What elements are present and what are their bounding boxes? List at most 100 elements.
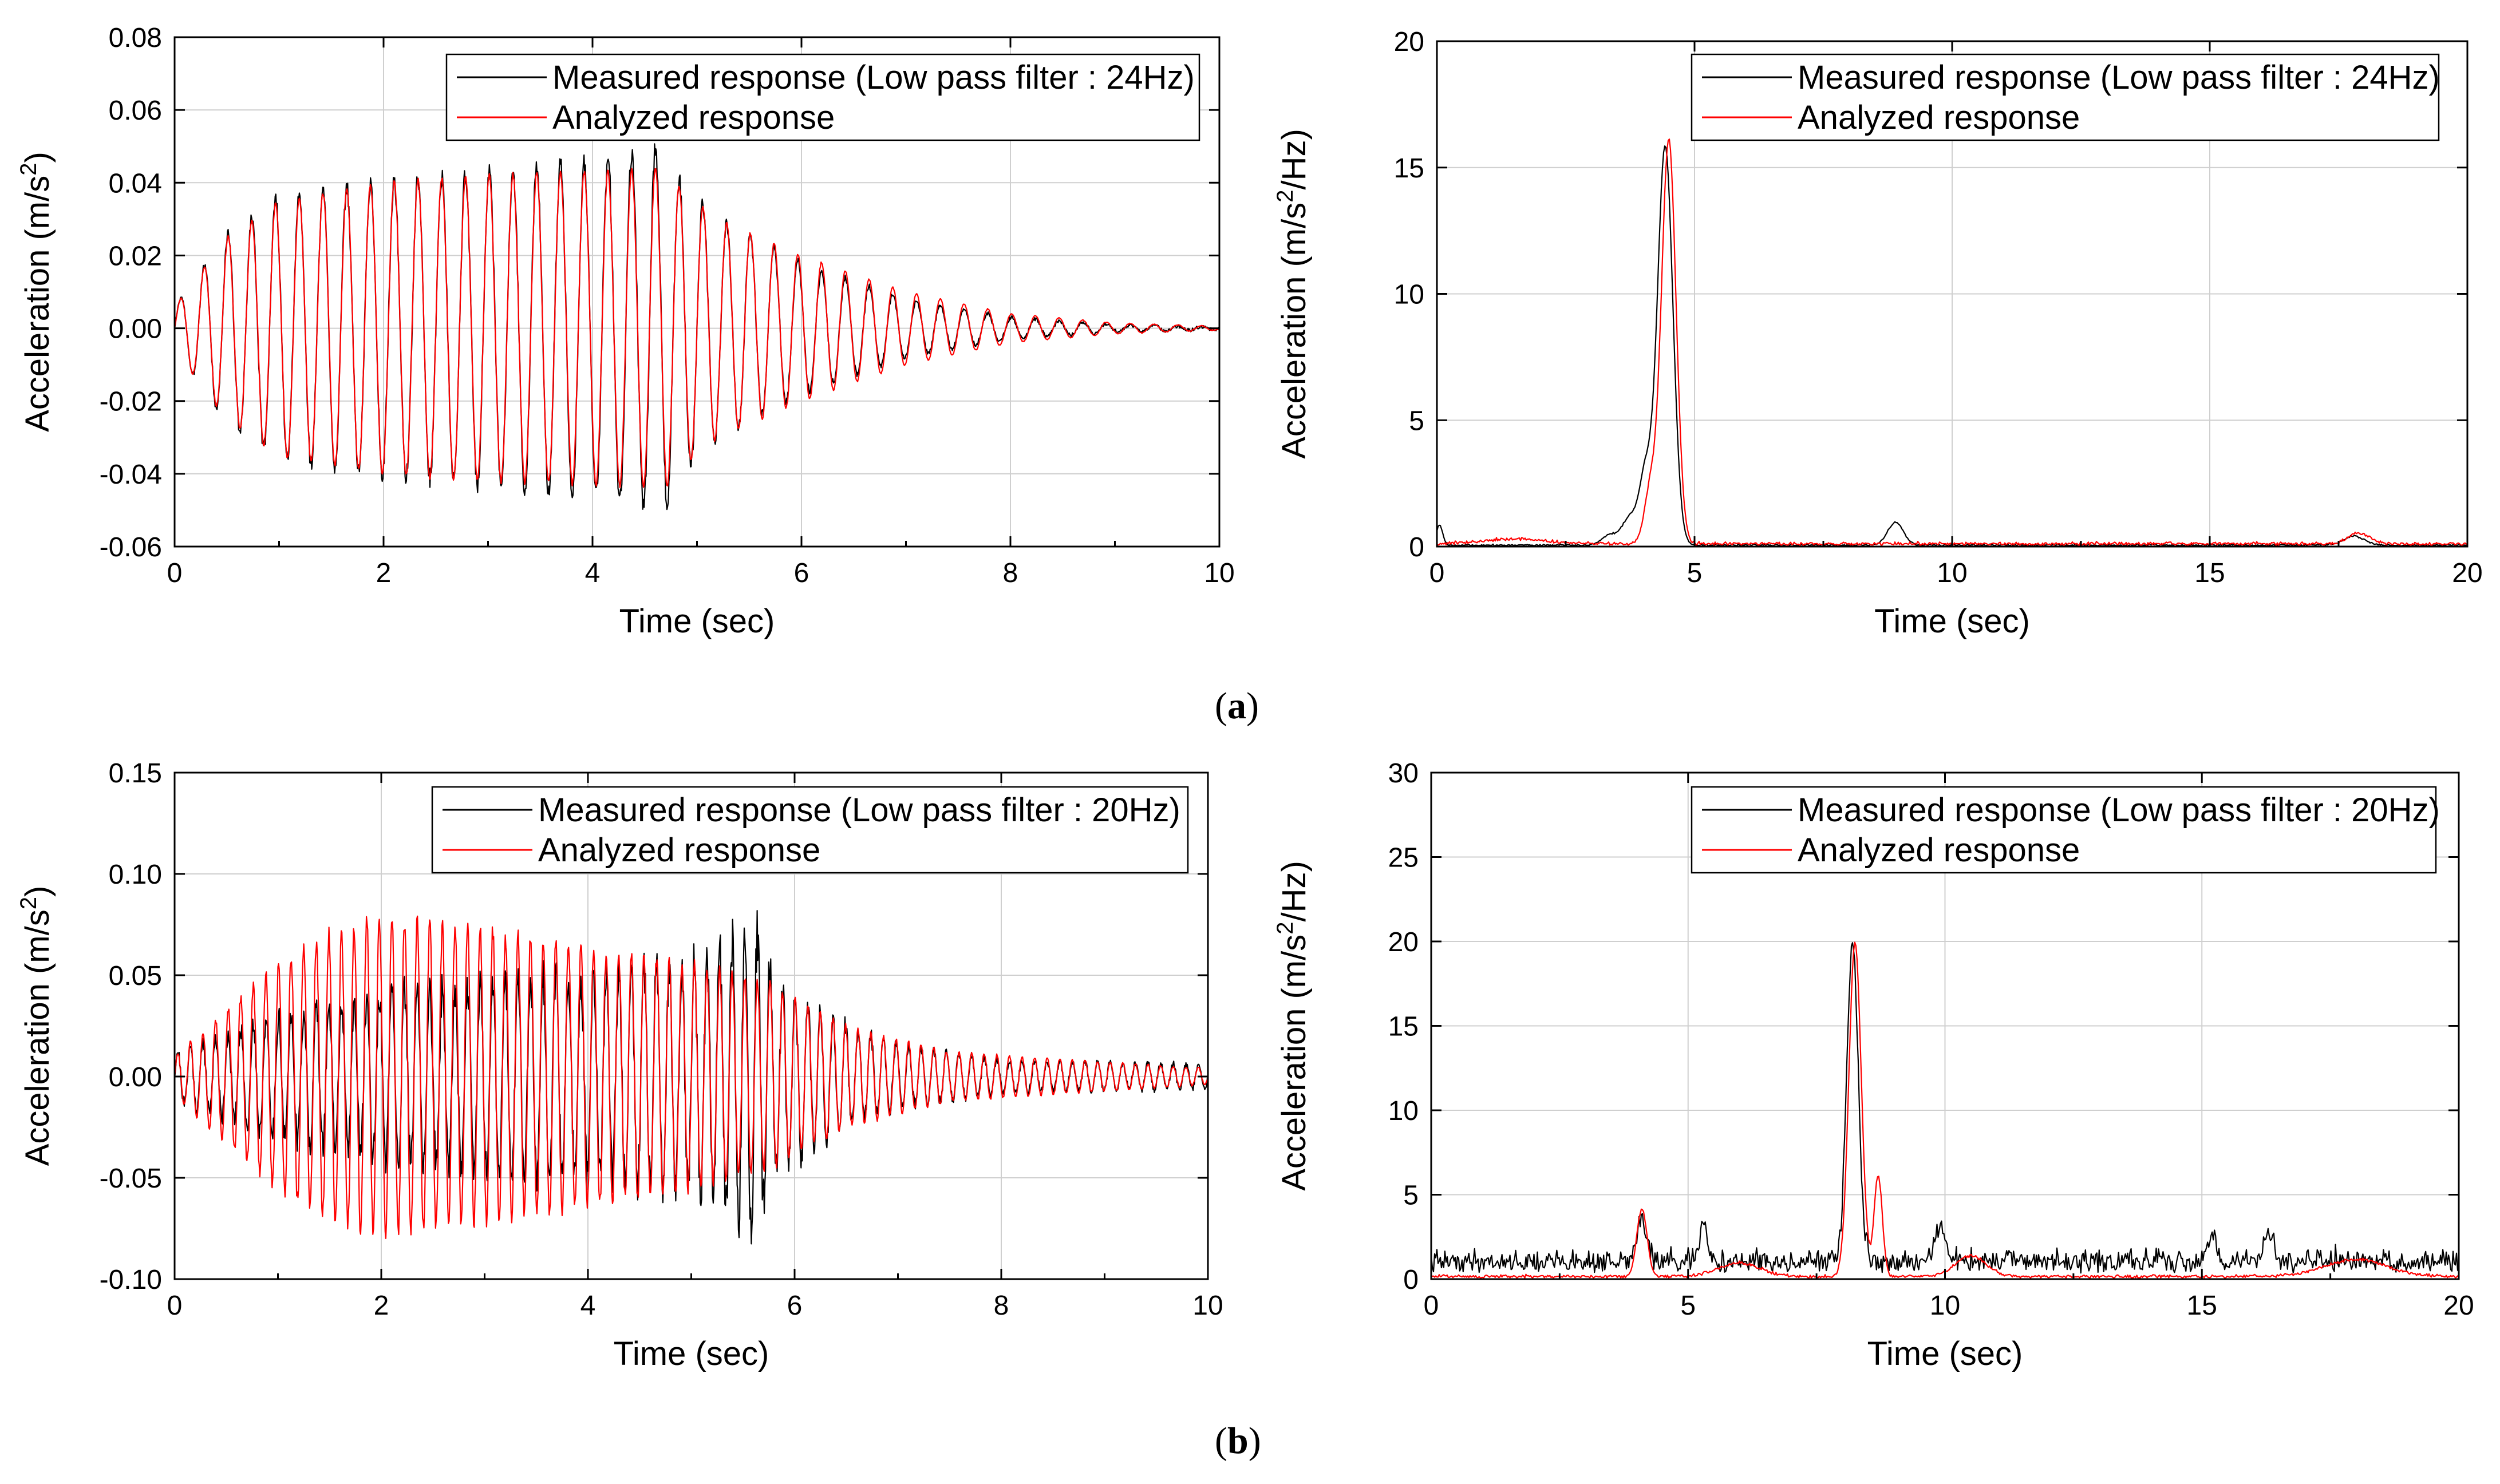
legend: Measured response (Low pass filter : 24H… <box>445 53 1200 141</box>
y-axis-title-sup: 2 <box>1273 190 1298 203</box>
x-tick-label: 4 <box>585 558 601 588</box>
x-tick-label: 20 <box>2452 558 2482 588</box>
y-axis-title-tail: /Hz) <box>1275 129 1313 189</box>
legend-box <box>1691 786 2437 874</box>
x-tick-label: 0 <box>1424 1291 1439 1321</box>
y-tick-label: -0.02 <box>100 387 162 417</box>
legend-label-measured: Measured response (Low pass filter : 20H… <box>1798 792 2440 829</box>
x-tick-label: 15 <box>2194 558 2225 588</box>
y-tick-label: 0 <box>1409 532 1424 563</box>
y-tick-label: 10 <box>1388 1096 1419 1126</box>
x-tick-label: 2 <box>376 558 392 588</box>
legend: Measured response (Low pass filter : 24H… <box>1691 53 2440 141</box>
x-tick-label: 8 <box>1003 558 1018 588</box>
legend-label-measured: Measured response (Low pass filter : 24H… <box>552 59 1195 96</box>
y-axis-title-tail: /Hz) <box>1275 861 1313 921</box>
y-tick-label: -0.05 <box>100 1164 162 1194</box>
y-axis-title-tail: ) <box>19 152 56 163</box>
y-tick-label: 25 <box>1388 843 1419 873</box>
legend-label-measured: Measured response (Low pass filter : 24H… <box>1798 59 2440 96</box>
y-axis-title-tail: ) <box>19 886 56 897</box>
legend-label-analyzed: Analyzed response <box>538 832 820 869</box>
y-tick-label: 0.15 <box>109 758 162 789</box>
y-tick-label: 15 <box>1394 153 1424 184</box>
x-tick-label: 8 <box>994 1291 1009 1321</box>
y-tick-label: 20 <box>1388 927 1419 957</box>
legend-box <box>1691 53 2440 141</box>
y-axis-title: Acceleration (m/s2/Hz) <box>1273 861 1313 1191</box>
x-tick-label: 6 <box>787 1291 803 1321</box>
x-tick-label: 10 <box>1930 1291 1960 1321</box>
y-tick-label: 0.00 <box>109 1062 162 1093</box>
x-tick-label: 5 <box>1680 1291 1696 1321</box>
series-measured-line <box>1431 942 2459 1274</box>
plot-area <box>175 143 1219 511</box>
y-axis-title-sup: 2 <box>16 897 41 909</box>
legend-label-analyzed: Analyzed response <box>1798 99 2080 136</box>
plot-area <box>175 910 1208 1245</box>
x-tick-label: 2 <box>374 1291 389 1321</box>
y-tick-label: 0.10 <box>109 860 162 890</box>
y-tick-label: 30 <box>1388 758 1419 789</box>
y-tick-label: -0.04 <box>100 460 162 490</box>
y-tick-label: -0.06 <box>100 532 162 563</box>
caption-a-letter: a <box>1227 685 1246 727</box>
y-tick-label: 0.06 <box>109 96 162 126</box>
y-axis-title: Acceleration (m/s2) <box>16 886 56 1166</box>
legend-label-measured: Measured response (Low pass filter : 20H… <box>538 792 1180 829</box>
y-tick-label: 20 <box>1394 27 1424 57</box>
x-axis-title: Time (sec) <box>1867 1335 2023 1372</box>
x-tick-label: 4 <box>580 1291 596 1321</box>
y-tick-label: 0.04 <box>109 168 162 199</box>
x-tick-label: 6 <box>794 558 809 588</box>
legend: Measured response (Low pass filter : 20H… <box>1691 786 2440 874</box>
caption-a: (a) <box>1215 685 1259 727</box>
axes: 0 2 4 6 8 10 -0.10 -0.05 0.00 0.05 0.10 0.15 <box>100 758 1223 1321</box>
x-axis-title: Time (sec) <box>614 1335 769 1372</box>
chart-a-spectrum: 0 5 10 15 20 0 5 10 15 20 Time (sec) Acceleration (… <box>1273 27 2483 640</box>
chart-a-time: 0 2 4 6 8 10 -0.06 -0.04 -0.02 0.00 0.02 0.04 0.06 0.… <box>16 23 1235 640</box>
x-tick-label: 0 <box>167 1291 183 1321</box>
x-tick-label: 0 <box>167 558 183 588</box>
caption-b-letter: b <box>1227 1420 1249 1462</box>
x-tick-label: 10 <box>1937 558 1967 588</box>
legend-label-analyzed: Analyzed response <box>1798 832 2080 869</box>
legend-box <box>431 786 1189 874</box>
legend-label-analyzed: Analyzed response <box>552 99 835 136</box>
y-axis-title-sup: 2 <box>1273 922 1298 935</box>
x-tick-label: 20 <box>2443 1291 2474 1321</box>
y-tick-label: -0.10 <box>100 1265 162 1295</box>
caption-b: (b) <box>1215 1420 1261 1462</box>
y-tick-label: 0.05 <box>109 961 162 991</box>
x-tick-label: 15 <box>2187 1291 2217 1321</box>
x-tick-label: 0 <box>1429 558 1445 588</box>
y-tick-label: 0.02 <box>109 241 162 271</box>
y-tick-label: 0 <box>1403 1265 1419 1295</box>
y-axis-title: Acceleration (m/s2) <box>16 152 56 432</box>
y-axis-title-base: Acceleration (m/s <box>1275 935 1313 1191</box>
y-tick-label: 15 <box>1388 1012 1419 1042</box>
series-analyzed-line <box>175 915 1208 1239</box>
x-axis-title: Time (sec) <box>1874 603 2030 640</box>
y-axis-title-base: Acceleration (m/s <box>1275 203 1313 459</box>
axes: 0 2 4 6 8 10 -0.06 -0.04 -0.02 0.00 0.02 0.04 0.06 0.… <box>100 23 1235 588</box>
x-axis-title: Time (sec) <box>619 603 775 640</box>
x-tick-label: 10 <box>1204 558 1234 588</box>
y-tick-label: 5 <box>1409 406 1424 436</box>
series-analyzed-line <box>175 168 1219 489</box>
y-axis-title-base: Acceleration (m/s <box>19 176 56 432</box>
y-tick-label: 5 <box>1403 1181 1419 1211</box>
y-axis-title-sup: 2 <box>16 163 41 176</box>
axes: 0 5 10 15 20 0 5 10 15 20 25 30 <box>1388 758 2474 1321</box>
y-axis-title: Acceleration (m/s2/Hz) <box>1273 129 1313 459</box>
x-tick-label: 5 <box>1687 558 1703 588</box>
x-tick-label: 10 <box>1192 1291 1223 1321</box>
y-tick-label: 0.00 <box>109 314 162 345</box>
chart-b-time: 0 2 4 6 8 10 -0.10 -0.05 0.00 0.05 0.10 0.15 Time (s… <box>16 758 1223 1372</box>
y-axis-title-base: Acceleration (m/s <box>19 909 56 1166</box>
y-tick-label: 0.08 <box>109 23 162 53</box>
axes: 0 5 10 15 20 0 5 10 15 20 <box>1394 27 2483 588</box>
y-tick-label: 10 <box>1394 280 1424 310</box>
chart-b-spectrum: 0 5 10 15 20 0 5 10 15 20 25 30 Time (sec) Accelerati… <box>1273 758 2474 1372</box>
legend-box <box>445 53 1200 141</box>
